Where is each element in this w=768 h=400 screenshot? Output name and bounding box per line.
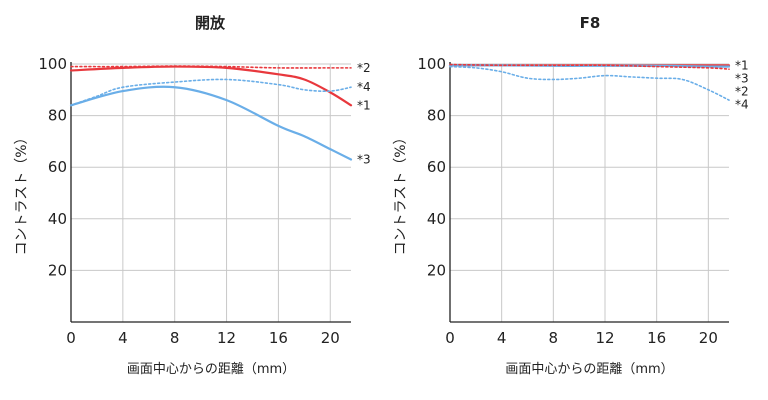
x-tick-label: 4 — [118, 329, 128, 347]
x-axis-label: 画面中心からの距離（mm） — [505, 362, 673, 377]
y-tick-label: 100 — [38, 55, 67, 73]
y-tick-label: 80 — [427, 107, 446, 125]
series-label: *1 — [735, 58, 749, 72]
x-tick-label: 20 — [699, 329, 718, 347]
y-tick-label: 40 — [48, 210, 67, 228]
x-tick-label: 12 — [217, 329, 236, 347]
x-tick-label: 16 — [269, 329, 288, 347]
y-tick-label: 80 — [48, 107, 67, 125]
chart-2: F8 20 40 60 80 100 0 4 8 12 16 20 画面中心からの距離（mm） コントラス… — [393, 14, 749, 377]
x-tick-label: 0 — [66, 329, 76, 347]
y-tick-label: 40 — [427, 210, 446, 228]
series-line — [70, 78, 352, 107]
series-line — [449, 63, 730, 70]
chart-title: 開放 — [195, 14, 226, 32]
series-label: *4 — [735, 97, 749, 111]
x-tick-label: 20 — [321, 329, 340, 347]
series-label: *4 — [357, 80, 371, 94]
series-label: *2 — [735, 84, 749, 98]
x-tick-label: 4 — [497, 329, 507, 347]
series-line — [69, 85, 353, 161]
series-line — [69, 65, 353, 107]
x-tick-label: 8 — [170, 329, 180, 347]
x-tick-label: 16 — [647, 329, 666, 347]
y-tick-label: 20 — [427, 261, 446, 279]
y-tick-label: 60 — [48, 158, 67, 176]
chart-1: 開放 20 40 60 80 100 0 4 8 12 16 20 画面中心からの距離（mm） コントラス… — [14, 14, 371, 377]
y-tick-label: 20 — [48, 261, 67, 279]
y-tick-label: 100 — [417, 55, 446, 73]
x-tick-label: 12 — [595, 329, 614, 347]
x-tick-label: 0 — [445, 329, 455, 347]
series-label: *1 — [357, 98, 371, 112]
x-tick-label: 8 — [549, 329, 559, 347]
series-line — [449, 65, 730, 101]
y-axis-label: コントラスト（%） — [393, 130, 409, 255]
y-axis-label: コントラスト（%） — [14, 130, 30, 255]
x-axis-label: 画面中心からの距離（mm） — [127, 362, 295, 377]
series-label: *2 — [357, 61, 371, 75]
series-line — [70, 65, 352, 69]
series-label: *3 — [357, 152, 371, 166]
y-tick-label: 60 — [427, 158, 446, 176]
chart-title: F8 — [580, 14, 601, 32]
series-label: *3 — [735, 71, 749, 85]
